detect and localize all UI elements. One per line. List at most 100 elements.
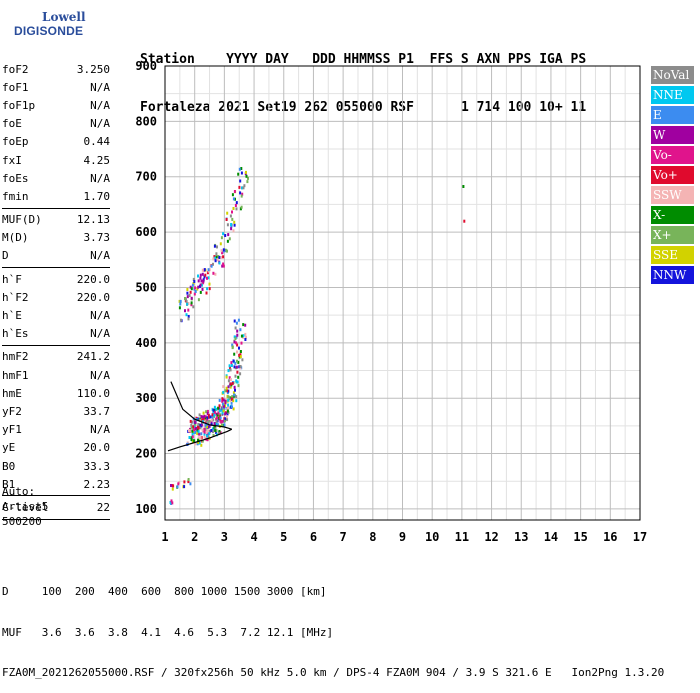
trace-point bbox=[218, 413, 221, 417]
trace-point bbox=[222, 398, 225, 402]
trace-point bbox=[198, 413, 201, 417]
trace-point bbox=[219, 242, 222, 246]
trace-point bbox=[231, 193, 234, 197]
trace-point bbox=[208, 287, 211, 291]
trace-point bbox=[198, 418, 201, 422]
parameters-panel: foF2 3.250 foF1 N/A foF1p N/A foE N/A foEp 0.44 fx… bbox=[2, 60, 110, 522]
param-value: N/A bbox=[90, 249, 110, 263]
trace-point bbox=[183, 480, 186, 484]
hdr-station-label: Station bbox=[140, 52, 195, 67]
trace-point bbox=[232, 207, 235, 210]
trace-point bbox=[237, 318, 240, 322]
trace-point bbox=[232, 407, 235, 411]
trace-point bbox=[239, 191, 242, 195]
hdr-time-label: DDD HHMMSS P1 bbox=[312, 52, 414, 67]
trace-point bbox=[237, 375, 240, 379]
trace-point bbox=[227, 369, 230, 373]
param-row: h`F2 220.0 bbox=[2, 288, 110, 306]
param-separator bbox=[2, 518, 110, 520]
trace-point bbox=[200, 279, 203, 283]
trace-point bbox=[243, 184, 246, 188]
trace-point bbox=[206, 287, 209, 291]
trace-point bbox=[221, 264, 224, 268]
trace-point bbox=[230, 364, 233, 367]
trace-point bbox=[242, 335, 245, 339]
legend: NoVal NNE E W Vo- Vo+ SSW X- X+ SSE NNW bbox=[651, 66, 694, 286]
trace-point bbox=[188, 428, 191, 432]
trace-point bbox=[190, 438, 193, 441]
trace-point bbox=[187, 315, 190, 318]
param-row: D N/A bbox=[2, 247, 110, 265]
logo-line1: Lowell bbox=[42, 10, 86, 24]
trace-point bbox=[185, 300, 188, 303]
trace-point bbox=[222, 232, 225, 236]
trace-point bbox=[223, 417, 226, 421]
trace-point bbox=[213, 405, 216, 409]
trace-point bbox=[171, 487, 174, 491]
x-tick-label: 14 bbox=[544, 530, 558, 544]
x-tick-label: 13 bbox=[514, 530, 528, 544]
trace-point bbox=[238, 365, 241, 369]
trace-point bbox=[199, 283, 202, 287]
trace-point bbox=[191, 427, 194, 431]
trace-point bbox=[176, 485, 179, 489]
trace-point bbox=[235, 365, 238, 369]
trace-point bbox=[240, 334, 243, 338]
trace-point bbox=[241, 358, 244, 362]
param-value: 33.3 bbox=[83, 459, 111, 473]
trace-point bbox=[224, 417, 227, 421]
x-tick-label: 10 bbox=[425, 530, 439, 544]
trace-point bbox=[236, 359, 238, 363]
param-name: B0 bbox=[2, 459, 16, 473]
trace-point bbox=[233, 340, 236, 344]
trace-point bbox=[230, 401, 233, 405]
trace-point bbox=[197, 430, 200, 434]
trace-point bbox=[199, 276, 202, 280]
legend-item-vo-: Vo- bbox=[651, 146, 694, 164]
trace-point bbox=[221, 402, 224, 406]
trace-point bbox=[204, 419, 207, 423]
trace-point bbox=[212, 257, 215, 261]
trace-point bbox=[203, 275, 206, 279]
legend-item-x-: X+ bbox=[651, 226, 694, 244]
trace-point bbox=[216, 258, 219, 262]
trace-point bbox=[246, 180, 249, 184]
trace-point bbox=[210, 422, 213, 426]
trace-point bbox=[202, 281, 205, 285]
trace-point bbox=[237, 172, 240, 176]
logo: Lowell DIGISONDE bbox=[6, 8, 86, 42]
trace-point bbox=[194, 421, 197, 424]
trace-point bbox=[211, 413, 214, 417]
auto-code: 500200 bbox=[2, 515, 42, 528]
trace-point bbox=[222, 255, 225, 259]
trace-point bbox=[200, 283, 203, 287]
x-tick-label: 1 bbox=[161, 530, 168, 544]
param-row: M(D) 3.73 bbox=[2, 229, 110, 247]
trace-point bbox=[194, 422, 197, 426]
trace-point bbox=[238, 353, 241, 357]
trace-point bbox=[189, 482, 192, 486]
trace-point bbox=[223, 419, 226, 423]
trace-point bbox=[199, 290, 202, 294]
trace-point bbox=[205, 291, 208, 295]
trace-point bbox=[231, 395, 234, 399]
trace-point bbox=[205, 426, 208, 430]
trace-point bbox=[224, 401, 227, 405]
trace-point bbox=[225, 386, 228, 390]
trace-point bbox=[229, 368, 232, 372]
param-value: 20.0 bbox=[83, 441, 111, 455]
trace-point bbox=[226, 249, 228, 253]
trace-point bbox=[232, 399, 235, 403]
param-separator bbox=[2, 207, 110, 209]
trace-point bbox=[206, 438, 209, 442]
param-value: N/A bbox=[90, 327, 110, 341]
footer: D 100 200 400 600 800 1000 1500 3000 [km… bbox=[2, 558, 664, 693]
trace-point bbox=[191, 283, 194, 287]
trace-point bbox=[199, 423, 202, 427]
trace-point bbox=[177, 482, 180, 486]
y-tick-label: 700 bbox=[135, 170, 157, 184]
trace-point bbox=[241, 186, 243, 190]
trace-point bbox=[200, 443, 203, 447]
trace-point bbox=[187, 480, 190, 484]
trace-point bbox=[199, 426, 202, 430]
